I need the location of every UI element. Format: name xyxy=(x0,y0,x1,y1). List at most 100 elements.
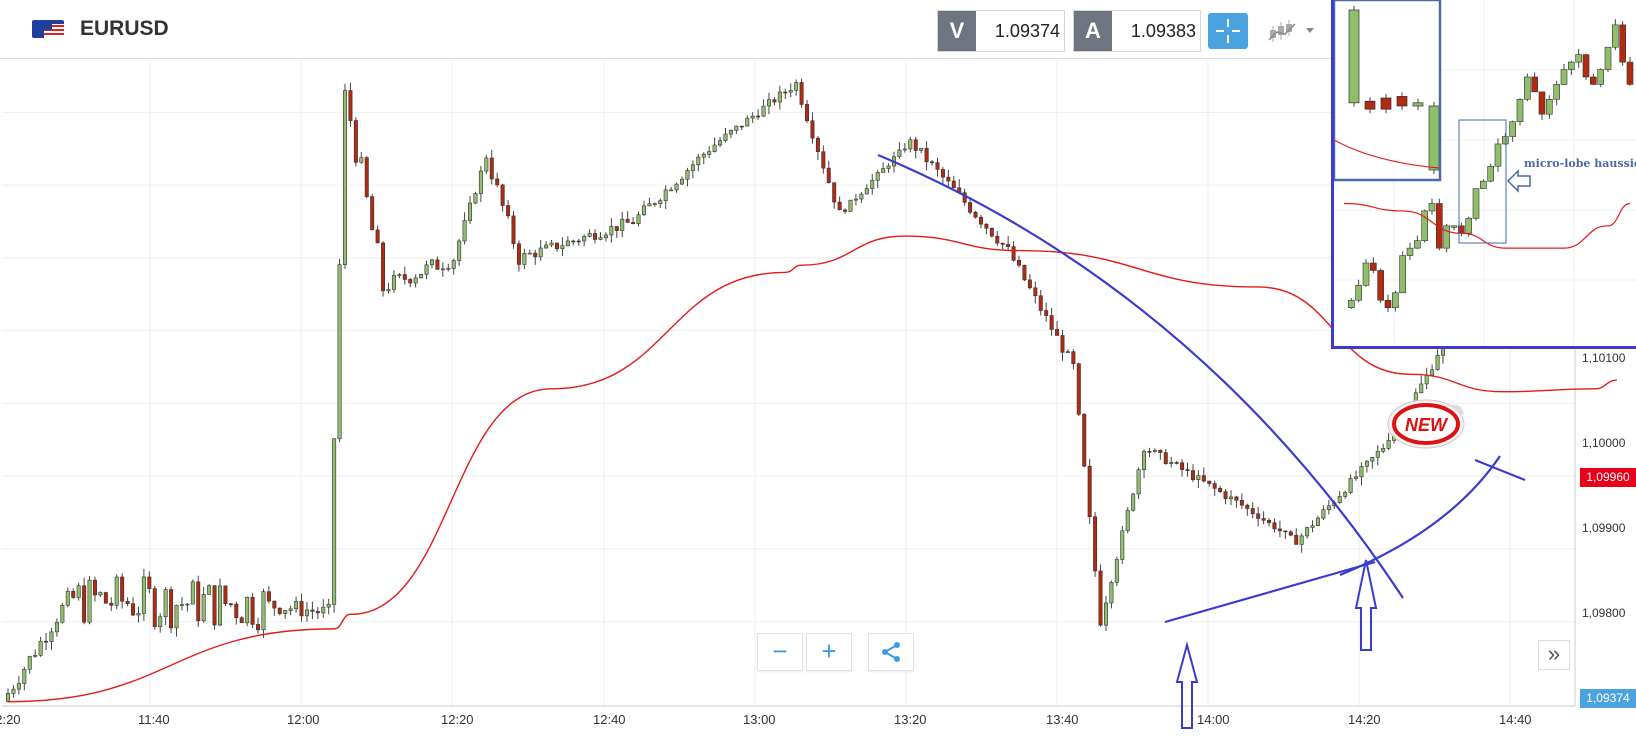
minus-icon: − xyxy=(772,636,788,666)
inset-candle-body xyxy=(1480,180,1487,189)
candle-body xyxy=(228,603,233,605)
support-line xyxy=(1164,560,1376,624)
candle-body xyxy=(245,596,250,623)
inset-left-body xyxy=(1428,105,1440,171)
candle-body xyxy=(935,162,940,170)
candle-body xyxy=(1386,440,1391,449)
symbol-title: EURUSD xyxy=(80,17,169,40)
candle-body xyxy=(680,178,684,185)
inset-left-moving-average xyxy=(1334,139,1440,169)
candle-body xyxy=(1071,351,1076,364)
candle-body xyxy=(826,167,831,183)
candle-body xyxy=(1158,449,1163,453)
candle-body xyxy=(750,115,755,119)
inset-candle-body xyxy=(1597,69,1604,85)
candle-body xyxy=(886,165,891,169)
candle-body xyxy=(1326,505,1331,511)
candle-body xyxy=(728,130,733,135)
candle-body xyxy=(815,137,820,152)
candle-body xyxy=(169,589,174,629)
candle-body xyxy=(92,579,97,596)
candle-body xyxy=(174,604,179,629)
candle-body xyxy=(1190,470,1195,480)
candle-body xyxy=(1272,522,1277,530)
candle-body xyxy=(60,604,65,623)
candle-body xyxy=(603,234,608,238)
candle-body xyxy=(304,609,309,617)
candle-body xyxy=(587,233,592,237)
candle-body xyxy=(65,591,70,606)
candle-body xyxy=(370,196,375,231)
candle-body xyxy=(343,90,347,265)
candle-body xyxy=(571,240,576,243)
candle-body xyxy=(495,178,500,186)
zoom-in-button[interactable]: + xyxy=(806,633,852,671)
inset-candle-body xyxy=(1560,69,1568,85)
double-chevron-right-icon[interactable]: » xyxy=(1538,640,1570,670)
inset-candle-body xyxy=(1575,54,1582,63)
candle-body xyxy=(424,264,429,275)
new-badge: NEW xyxy=(1387,399,1465,449)
candle-body xyxy=(1196,475,1201,480)
sell-quote-button[interactable]: V 1.09374 xyxy=(937,10,1065,52)
candle-body xyxy=(76,585,81,598)
up-arrow-breakout xyxy=(1354,559,1378,651)
candle-body xyxy=(1223,491,1228,499)
candle-body xyxy=(538,247,543,258)
y-tick-label: 1,10100 xyxy=(1582,351,1626,365)
candle-body xyxy=(321,606,326,614)
candle-body xyxy=(614,226,619,231)
candle-body xyxy=(250,596,255,625)
candle-body xyxy=(734,125,739,131)
candle-body xyxy=(364,157,369,197)
buy-quote-button[interactable]: A 1.09383 xyxy=(1073,10,1201,52)
inset-candle-body xyxy=(1355,285,1362,301)
candle-body xyxy=(685,170,690,180)
crosshair-icon xyxy=(1216,19,1240,43)
candle-body xyxy=(696,156,701,166)
zoom-out-button[interactable]: − xyxy=(757,633,803,671)
candle-body xyxy=(766,99,771,107)
x-tick-label: 13:00 xyxy=(743,712,776,727)
new-badge-label: NEW xyxy=(1405,415,1449,435)
candle-body xyxy=(114,576,119,606)
inset-candle-body xyxy=(1524,76,1531,100)
candle-body xyxy=(33,655,38,657)
candle-body xyxy=(179,604,184,606)
candle-body xyxy=(555,242,559,250)
candle-body xyxy=(1169,462,1174,465)
candle-body xyxy=(332,438,337,605)
candle-body xyxy=(908,139,913,150)
candle-body xyxy=(859,193,864,200)
candle-body xyxy=(234,603,239,618)
inset-candle-body xyxy=(1546,99,1553,115)
candle-body xyxy=(995,235,1000,244)
candle-body xyxy=(386,289,391,292)
candle-body xyxy=(1354,476,1358,479)
share-button[interactable] xyxy=(868,633,914,671)
candle-body xyxy=(310,609,315,612)
candle-body xyxy=(353,120,358,163)
last-price-tag: 1,09960 xyxy=(1580,468,1636,487)
candle-body xyxy=(440,268,445,271)
candle-body xyxy=(1321,509,1326,519)
candle-body xyxy=(772,99,777,103)
candle-body xyxy=(1381,448,1386,452)
chart-type-dropdown[interactable] xyxy=(1268,16,1318,46)
candle-body xyxy=(674,183,679,191)
candle-body xyxy=(98,592,103,596)
candle-body xyxy=(864,188,869,195)
inset-candle-body xyxy=(1502,136,1509,145)
candle-body xyxy=(832,182,837,203)
crosshair-button[interactable] xyxy=(1208,13,1248,49)
candle-body xyxy=(1207,480,1212,484)
inset-candle-body xyxy=(1494,143,1502,167)
candle-body xyxy=(1250,508,1255,514)
candle-body xyxy=(500,184,505,206)
candle-body xyxy=(1256,513,1261,519)
candle-body xyxy=(1315,517,1320,526)
candle-body xyxy=(381,242,386,292)
candle-body xyxy=(761,105,766,117)
candle-body xyxy=(44,640,49,643)
